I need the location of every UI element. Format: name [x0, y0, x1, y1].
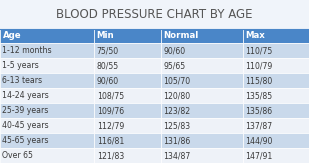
- Bar: [94, 148, 161, 163]
- Bar: [0, 29, 94, 44]
- Text: 116/81: 116/81: [97, 136, 124, 145]
- Bar: [94, 58, 161, 73]
- Bar: [243, 148, 309, 163]
- Bar: [0, 88, 94, 103]
- Text: 105/70: 105/70: [163, 76, 190, 85]
- Text: Normal: Normal: [163, 31, 198, 40]
- Bar: [161, 44, 243, 58]
- Text: Over 65: Over 65: [2, 151, 33, 160]
- Bar: [243, 88, 309, 103]
- Bar: [161, 58, 243, 73]
- Bar: [161, 73, 243, 88]
- Bar: [94, 118, 161, 133]
- Bar: [243, 103, 309, 118]
- Text: Max: Max: [245, 31, 265, 40]
- Text: 40-45 years: 40-45 years: [2, 121, 49, 130]
- Text: 110/79: 110/79: [245, 61, 272, 70]
- Text: 121/83: 121/83: [97, 151, 124, 160]
- Text: 25-39 years: 25-39 years: [2, 106, 49, 115]
- Text: 147/91: 147/91: [245, 151, 273, 160]
- Bar: [243, 118, 309, 133]
- Text: 123/82: 123/82: [163, 106, 190, 115]
- Text: 134/87: 134/87: [163, 151, 190, 160]
- Text: 125/83: 125/83: [163, 121, 190, 130]
- Bar: [0, 44, 94, 58]
- Text: 80/55: 80/55: [97, 61, 119, 70]
- Bar: [243, 58, 309, 73]
- Bar: [0, 133, 94, 148]
- Bar: [161, 29, 243, 44]
- Text: 135/85: 135/85: [245, 91, 272, 100]
- Text: 95/65: 95/65: [163, 61, 185, 70]
- Text: 144/90: 144/90: [245, 136, 273, 145]
- Bar: [161, 148, 243, 163]
- Text: 110/75: 110/75: [245, 46, 272, 55]
- Bar: [243, 44, 309, 58]
- Text: 135/86: 135/86: [245, 106, 272, 115]
- Bar: [0, 118, 94, 133]
- Text: 112/79: 112/79: [97, 121, 124, 130]
- Bar: [0, 58, 94, 73]
- Text: Age: Age: [2, 31, 21, 40]
- Bar: [0, 0, 309, 29]
- Bar: [161, 103, 243, 118]
- Text: 14-24 years: 14-24 years: [2, 91, 49, 100]
- Text: 109/76: 109/76: [97, 106, 124, 115]
- Text: 1-12 months: 1-12 months: [2, 46, 52, 55]
- Text: 45-65 years: 45-65 years: [2, 136, 49, 145]
- Bar: [94, 73, 161, 88]
- Bar: [161, 133, 243, 148]
- Bar: [94, 88, 161, 103]
- Text: 90/60: 90/60: [97, 76, 119, 85]
- Text: 6-13 tears: 6-13 tears: [2, 76, 43, 85]
- Text: BLOOD PRESSURE CHART BY AGE: BLOOD PRESSURE CHART BY AGE: [56, 8, 253, 21]
- Bar: [94, 44, 161, 58]
- Bar: [94, 103, 161, 118]
- Bar: [0, 148, 94, 163]
- Bar: [0, 73, 94, 88]
- Text: 1-5 years: 1-5 years: [2, 61, 39, 70]
- Text: 120/80: 120/80: [163, 91, 190, 100]
- Bar: [243, 29, 309, 44]
- Bar: [0, 103, 94, 118]
- Text: 131/86: 131/86: [163, 136, 190, 145]
- Bar: [243, 73, 309, 88]
- Text: 115/80: 115/80: [245, 76, 272, 85]
- Text: 75/50: 75/50: [97, 46, 119, 55]
- Text: 137/87: 137/87: [245, 121, 272, 130]
- Text: 108/75: 108/75: [97, 91, 124, 100]
- Bar: [161, 118, 243, 133]
- Bar: [94, 133, 161, 148]
- Text: Min: Min: [97, 31, 114, 40]
- Text: 90/60: 90/60: [163, 46, 185, 55]
- Bar: [161, 88, 243, 103]
- Bar: [243, 133, 309, 148]
- Bar: [94, 29, 161, 44]
